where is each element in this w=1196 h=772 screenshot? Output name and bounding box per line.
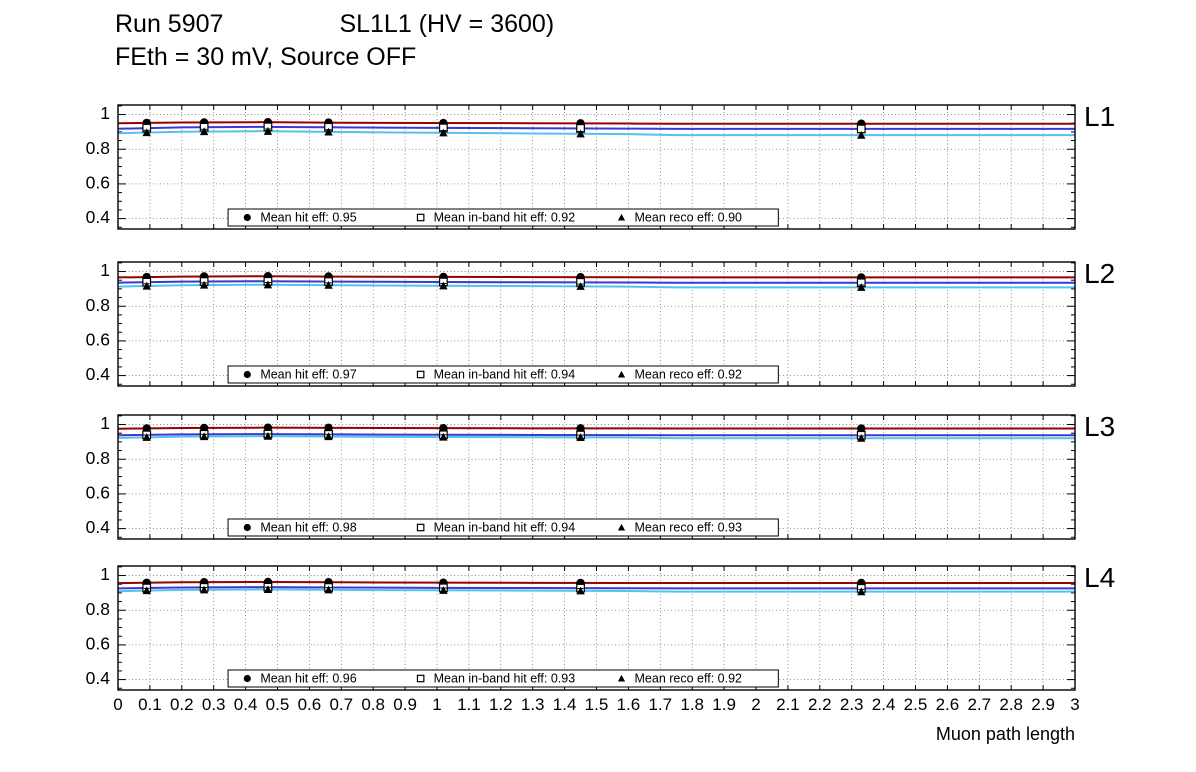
svg-text:0.3: 0.3 [202, 695, 226, 714]
panel-L4: Mean hit eff: 0.96 Mean in-band hit eff: … [0, 562, 1196, 742]
efficiency-plot-L2-svg: Mean hit eff: 0.97 Mean in-band hit eff: … [86, 260, 1076, 387]
svg-text:1: 1 [100, 103, 110, 123]
svg-text:2.9: 2.9 [1031, 695, 1055, 714]
svg-text:Mean hit eff: 0.98: Mean hit eff: 0.98 [260, 520, 356, 534]
svg-text:0.4: 0.4 [86, 668, 111, 688]
svg-text:1.2: 1.2 [489, 695, 513, 714]
svg-text:0.8: 0.8 [86, 448, 110, 468]
svg-text:2: 2 [751, 695, 760, 714]
svg-text:2.5: 2.5 [904, 695, 928, 714]
panel-label-L1: L1 [1084, 101, 1116, 132]
svg-text:Mean in-band hit eff: 0.94: Mean in-band hit eff: 0.94 [434, 520, 576, 534]
svg-text:Mean in-band hit eff: 0.92: Mean in-band hit eff: 0.92 [434, 210, 576, 224]
svg-text:0.1: 0.1 [138, 695, 162, 714]
efficiency-plot-L4-svg: Mean hit eff: 0.96 Mean in-band hit eff: … [86, 564, 1080, 714]
svg-text:0.6: 0.6 [86, 330, 110, 350]
svg-text:0.8: 0.8 [86, 599, 110, 619]
efficiency-plot-L3-svg: Mean hit eff: 0.98 Mean in-band hit eff: … [86, 413, 1076, 540]
title-line: Run 5907 SL1L1 (HV = 3600) [115, 10, 554, 39]
svg-text:0.6: 0.6 [298, 695, 322, 714]
svg-text:0.8: 0.8 [86, 295, 110, 315]
svg-text:1.6: 1.6 [617, 695, 641, 714]
svg-text:1.5: 1.5 [585, 695, 609, 714]
svg-text:0.9: 0.9 [393, 695, 417, 714]
svg-text:0.8: 0.8 [361, 695, 385, 714]
svg-text:1.4: 1.4 [553, 695, 577, 714]
svg-text:1: 1 [100, 413, 110, 433]
svg-text:1.8: 1.8 [680, 695, 704, 714]
svg-text:Mean reco eff: 0.90: Mean reco eff: 0.90 [635, 210, 743, 224]
run-label: Run 5907 [115, 10, 224, 38]
svg-text:0.8: 0.8 [86, 138, 110, 158]
svg-text:Mean reco eff: 0.92: Mean reco eff: 0.92 [635, 671, 743, 685]
panel-L2: Mean hit eff: 0.97 Mean in-band hit eff: … [0, 258, 1196, 390]
svg-text:0.4: 0.4 [86, 207, 111, 227]
svg-text:1.9: 1.9 [712, 695, 736, 714]
svg-text:2.2: 2.2 [808, 695, 832, 714]
panel-label-L2: L2 [1084, 258, 1116, 289]
svg-text:0.4: 0.4 [86, 517, 111, 537]
svg-text:1.7: 1.7 [648, 695, 672, 714]
svg-text:3: 3 [1070, 695, 1079, 714]
svg-text:0.4: 0.4 [86, 364, 111, 384]
panel-L1: Mean hit eff: 0.95 Mean in-band hit eff: … [0, 101, 1196, 233]
svg-text:2.7: 2.7 [967, 695, 991, 714]
svg-text:1.1: 1.1 [457, 695, 481, 714]
svg-text:0.2: 0.2 [170, 695, 194, 714]
svg-text:1: 1 [100, 260, 110, 280]
efficiency-plot-L1-svg: Mean hit eff: 0.95 Mean in-band hit eff: … [86, 103, 1076, 230]
svg-text:2.4: 2.4 [872, 695, 896, 714]
subtitle: FEth = 30 mV, Source OFF [115, 43, 417, 71]
svg-text:0.7: 0.7 [329, 695, 353, 714]
svg-text:0.6: 0.6 [86, 634, 110, 654]
svg-text:0.6: 0.6 [86, 173, 110, 193]
svg-text:1.3: 1.3 [521, 695, 545, 714]
svg-text:0.6: 0.6 [86, 483, 110, 503]
panel-label-L3: L3 [1084, 411, 1116, 442]
svg-text:1: 1 [100, 564, 110, 584]
svg-text:Mean hit eff: 0.96: Mean hit eff: 0.96 [260, 671, 356, 685]
svg-text:0.4: 0.4 [234, 695, 258, 714]
svg-text:Mean hit eff: 0.97: Mean hit eff: 0.97 [260, 367, 356, 381]
svg-text:Mean in-band hit eff: 0.93: Mean in-band hit eff: 0.93 [434, 671, 576, 685]
panel-label-L4: L4 [1084, 562, 1116, 593]
svg-text:Mean reco eff: 0.93: Mean reco eff: 0.93 [635, 520, 743, 534]
svg-text:Mean hit eff: 0.95: Mean hit eff: 0.95 [260, 210, 356, 224]
svg-text:Mean in-band hit eff: 0.94: Mean in-band hit eff: 0.94 [434, 367, 576, 381]
x-axis-title: Muon path length [935, 724, 1075, 744]
svg-text:2.8: 2.8 [999, 695, 1023, 714]
svg-text:Mean reco eff: 0.92: Mean reco eff: 0.92 [635, 367, 743, 381]
svg-text:2.3: 2.3 [840, 695, 864, 714]
svg-text:0: 0 [113, 695, 122, 714]
svg-text:0.5: 0.5 [266, 695, 290, 714]
svg-text:2.6: 2.6 [936, 695, 960, 714]
panel-L3: Mean hit eff: 0.98 Mean in-band hit eff: … [0, 411, 1196, 543]
svg-text:2.1: 2.1 [776, 695, 800, 714]
svg-text:1: 1 [432, 695, 441, 714]
chamber-label: SL1L1 (HV = 3600) [339, 10, 555, 38]
